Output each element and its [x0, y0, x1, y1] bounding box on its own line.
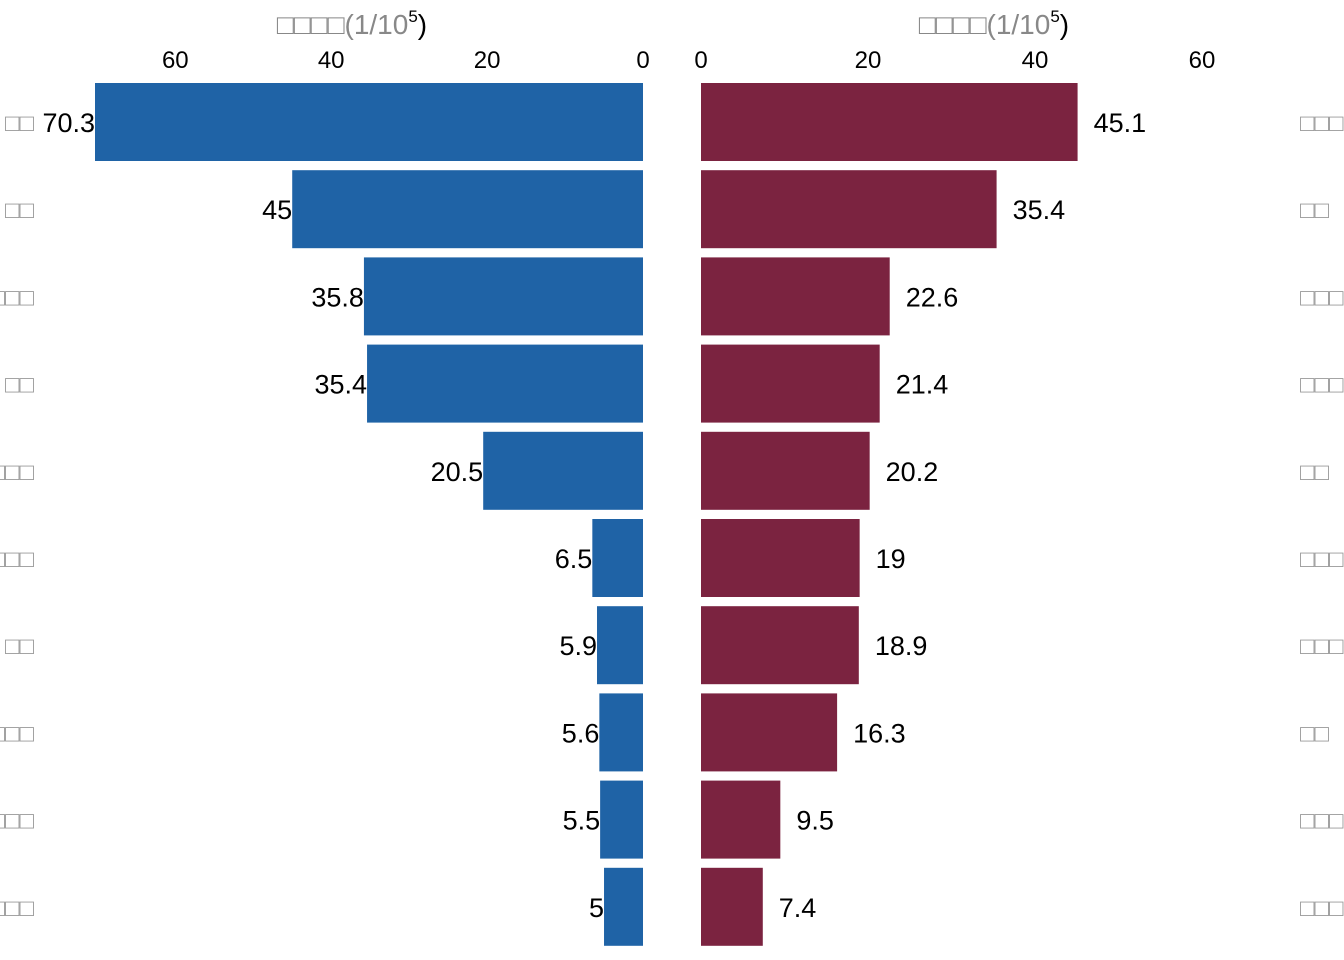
right-axis-title-sup: 5 [1050, 7, 1059, 26]
left-value-label: 35.8 [311, 282, 364, 312]
right-axis-ticks: 0 20 40 60 [694, 47, 1215, 74]
left-bar [604, 867, 643, 946]
right-bar [701, 344, 880, 423]
left-category-label: □□ [5, 197, 34, 224]
left-bars: 70.3 45 35.8 35.4 20.5 6.5 5.9 5.6 5.5 5 [42, 83, 643, 946]
left-category-label: □□□ [0, 895, 34, 922]
left-category-label: □□□ [0, 284, 34, 311]
right-bar [701, 83, 1078, 161]
left-category-label: □□□ [0, 720, 34, 747]
right-bar [701, 867, 763, 946]
right-category-label: □□□ [1300, 372, 1344, 399]
right-category-label: □□□ [1300, 808, 1344, 835]
left-bar [597, 606, 643, 685]
left-bar [95, 83, 643, 161]
left-value-label: 5.9 [559, 631, 597, 661]
left-category-label: □□□ [0, 546, 34, 573]
left-bar [592, 519, 643, 597]
right-bar [701, 519, 860, 597]
right-bars: 45.1 35.4 22.6 21.4 20.2 19 18.9 16.3 9.5 7.4 [701, 83, 1146, 946]
left-value-label: 35.4 [314, 370, 367, 400]
right-bar [701, 431, 870, 510]
left-value-label: 70.3 [42, 108, 95, 138]
right-value-label: 20.2 [886, 457, 939, 487]
left-tick-label: 60 [162, 47, 189, 74]
right-bar [701, 606, 859, 685]
right-category-label: □□□ [1300, 284, 1344, 311]
left-tick-label: 20 [474, 47, 501, 74]
right-value-label: 45.1 [1094, 108, 1147, 138]
right-panel: □□□□(1/105) 0 20 40 60 45.1 35.4 22.6 21.4 20.2… [694, 7, 1344, 946]
right-category-label: □□□ [1300, 110, 1344, 137]
left-tick-label: 40 [318, 47, 345, 74]
right-value-label: 7.4 [779, 893, 817, 923]
left-bar [292, 170, 643, 249]
left-axis-ticks: 0 20 40 60 [162, 47, 650, 74]
left-category-label: □□ [5, 372, 34, 399]
left-category-label: □□ [5, 110, 34, 137]
left-axis-title-text: □□□□(1/10 [277, 9, 408, 40]
right-axis-title: □□□□(1/105) [919, 7, 1069, 40]
left-category-label: □□ [5, 633, 34, 660]
right-bar [701, 780, 781, 859]
left-bar [363, 257, 643, 336]
left-bar [600, 780, 643, 859]
right-bar [701, 170, 997, 249]
left-axis-title-end: ) [418, 9, 427, 40]
left-value-label: 5.6 [562, 718, 600, 748]
left-bar [599, 693, 643, 772]
right-value-label: 21.4 [896, 370, 949, 400]
left-value-label: 5.5 [563, 806, 601, 836]
left-value-label: 45 [262, 195, 292, 225]
left-value-label: 5 [589, 893, 604, 923]
right-value-label: 35.4 [1013, 195, 1066, 225]
left-tick-label: 0 [636, 47, 649, 74]
right-value-label: 22.6 [906, 282, 959, 312]
right-category-label: □□□ [1300, 895, 1344, 922]
right-tick-label: 40 [1022, 47, 1049, 74]
right-category-label: □□ [1300, 459, 1329, 486]
right-category-label: □□□ [1300, 633, 1344, 660]
right-category-label: □□ [1300, 720, 1329, 747]
right-category-label: □□□ [1300, 546, 1344, 573]
right-bar [701, 693, 838, 772]
left-axis-title: □□□□(1/105) [277, 7, 427, 40]
right-category-label: □□ [1300, 197, 1329, 224]
right-bar [701, 257, 890, 336]
left-category-label: □□□ [0, 459, 34, 486]
right-tick-label: 60 [1189, 47, 1216, 74]
right-axis-title-text: □□□□(1/10 [919, 9, 1050, 40]
left-category-label: □□□ [0, 808, 34, 835]
right-value-label: 9.5 [796, 806, 834, 836]
left-category-labels: □□□□□□□□□□□□□□□□□□□□□□□□□□ [0, 110, 34, 922]
left-value-label: 6.5 [555, 544, 593, 574]
right-axis-title-end: ) [1060, 9, 1069, 40]
right-category-labels: □□□□□□□□□□□□□□□□□□□□□□□□□□□ [1300, 110, 1344, 922]
left-value-label: 20.5 [431, 457, 484, 487]
left-bar [483, 431, 643, 510]
right-tick-label: 20 [855, 47, 882, 74]
right-tick-label: 0 [694, 47, 707, 74]
right-value-label: 19 [876, 544, 906, 574]
left-bar [367, 344, 643, 423]
left-axis-title-sup: 5 [408, 7, 417, 26]
right-value-label: 16.3 [853, 718, 906, 748]
right-value-label: 18.9 [875, 631, 928, 661]
